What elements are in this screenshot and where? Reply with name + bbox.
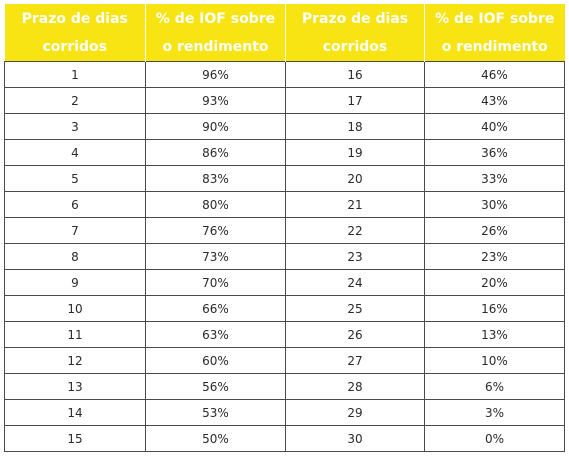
cell-days-right: 17: [285, 87, 425, 114]
cell-iof-left: 70%: [145, 269, 286, 296]
cell-days-right: 28: [285, 373, 425, 400]
cell-days-right: 26: [285, 321, 425, 348]
cell-days-right: 16: [285, 61, 425, 88]
cell-days-left: 7: [4, 217, 146, 244]
cell-iof-right: 20%: [424, 269, 565, 296]
table-row: 2 93% 17 43%: [4, 87, 565, 114]
cell-iof-left: 80%: [145, 191, 286, 218]
cell-days-right: 23: [285, 243, 425, 270]
cell-iof-left: 56%: [145, 373, 286, 400]
table-row: 10 66% 25 16%: [4, 295, 565, 322]
cell-days-right: 24: [285, 269, 425, 296]
table-row: 6 80% 21 30%: [4, 191, 565, 218]
cell-days-right: 29: [285, 399, 425, 426]
cell-iof-left: 53%: [145, 399, 286, 426]
cell-iof-right: 26%: [424, 217, 565, 244]
cell-iof-left: 66%: [145, 295, 286, 322]
header-days-left: Prazo de dias corridos: [4, 4, 146, 62]
header-iof-left: % de IOF sobre o rendimento: [145, 4, 286, 62]
cell-iof-right: 13%: [424, 321, 565, 348]
cell-iof-left: 50%: [145, 425, 286, 452]
cell-iof-right: 43%: [424, 87, 565, 114]
header-days-right: Prazo de dias corridos: [285, 4, 425, 62]
table-header: Prazo de dias corridos % de IOF sobre o …: [4, 4, 565, 62]
cell-iof-left: 90%: [145, 113, 286, 140]
table-row: 13 56% 28 6%: [4, 373, 565, 400]
cell-days-left: 6: [4, 191, 146, 218]
cell-days-right: 30: [285, 425, 425, 452]
cell-iof-right: 16%: [424, 295, 565, 322]
cell-iof-right: 40%: [424, 113, 565, 140]
cell-iof-left: 63%: [145, 321, 286, 348]
iof-table: Prazo de dias corridos % de IOF sobre o …: [4, 4, 565, 452]
table-row: 7 76% 22 26%: [4, 217, 565, 244]
cell-days-right: 18: [285, 113, 425, 140]
cell-days-left: 3: [4, 113, 146, 140]
cell-days-left: 12: [4, 347, 146, 374]
table-row: 1 96% 16 46%: [4, 61, 565, 88]
cell-days-right: 22: [285, 217, 425, 244]
cell-days-left: 9: [4, 269, 146, 296]
cell-days-left: 10: [4, 295, 146, 322]
cell-iof-left: 83%: [145, 165, 286, 192]
cell-days-left: 11: [4, 321, 146, 348]
table-row: 5 83% 20 33%: [4, 165, 565, 192]
cell-iof-right: 6%: [424, 373, 565, 400]
cell-iof-right: 0%: [424, 425, 565, 452]
cell-iof-left: 96%: [145, 61, 286, 88]
cell-iof-right: 23%: [424, 243, 565, 270]
table-row: 9 70% 24 20%: [4, 269, 565, 296]
table-row: 3 90% 18 40%: [4, 113, 565, 140]
cell-iof-right: 33%: [424, 165, 565, 192]
cell-iof-right: 3%: [424, 399, 565, 426]
table-row: 11 63% 26 13%: [4, 321, 565, 348]
cell-iof-left: 86%: [145, 139, 286, 166]
table-row: 8 73% 23 23%: [4, 243, 565, 270]
cell-iof-left: 93%: [145, 87, 286, 114]
cell-days-right: 27: [285, 347, 425, 374]
cell-iof-right: 46%: [424, 61, 565, 88]
cell-days-right: 21: [285, 191, 425, 218]
header-iof-right: % de IOF sobre o rendimento: [424, 4, 565, 62]
cell-iof-left: 60%: [145, 347, 286, 374]
iof-table-container: Prazo de dias corridos % de IOF sobre o …: [4, 4, 565, 452]
cell-days-left: 1: [4, 61, 146, 88]
cell-days-right: 20: [285, 165, 425, 192]
header-row: Prazo de dias corridos % de IOF sobre o …: [4, 4, 565, 62]
cell-days-left: 2: [4, 87, 146, 114]
table-row: 12 60% 27 10%: [4, 347, 565, 374]
cell-days-right: 25: [285, 295, 425, 322]
cell-iof-right: 36%: [424, 139, 565, 166]
cell-iof-right: 30%: [424, 191, 565, 218]
table-row: 15 50% 30 0%: [4, 425, 565, 452]
cell-iof-right: 10%: [424, 347, 565, 374]
cell-days-left: 14: [4, 399, 146, 426]
cell-days-left: 5: [4, 165, 146, 192]
cell-iof-left: 76%: [145, 217, 286, 244]
cell-iof-left: 73%: [145, 243, 286, 270]
cell-days-right: 19: [285, 139, 425, 166]
cell-days-left: 15: [4, 425, 146, 452]
table-row: 14 53% 29 3%: [4, 399, 565, 426]
table-row: 4 86% 19 36%: [4, 139, 565, 166]
cell-days-left: 13: [4, 373, 146, 400]
cell-days-left: 8: [4, 243, 146, 270]
table-body: 1 96% 16 46% 2 93% 17 43% 3 90% 18 40% 4 86% 19 36% 5 83%…: [4, 61, 565, 452]
cell-days-left: 4: [4, 139, 146, 166]
